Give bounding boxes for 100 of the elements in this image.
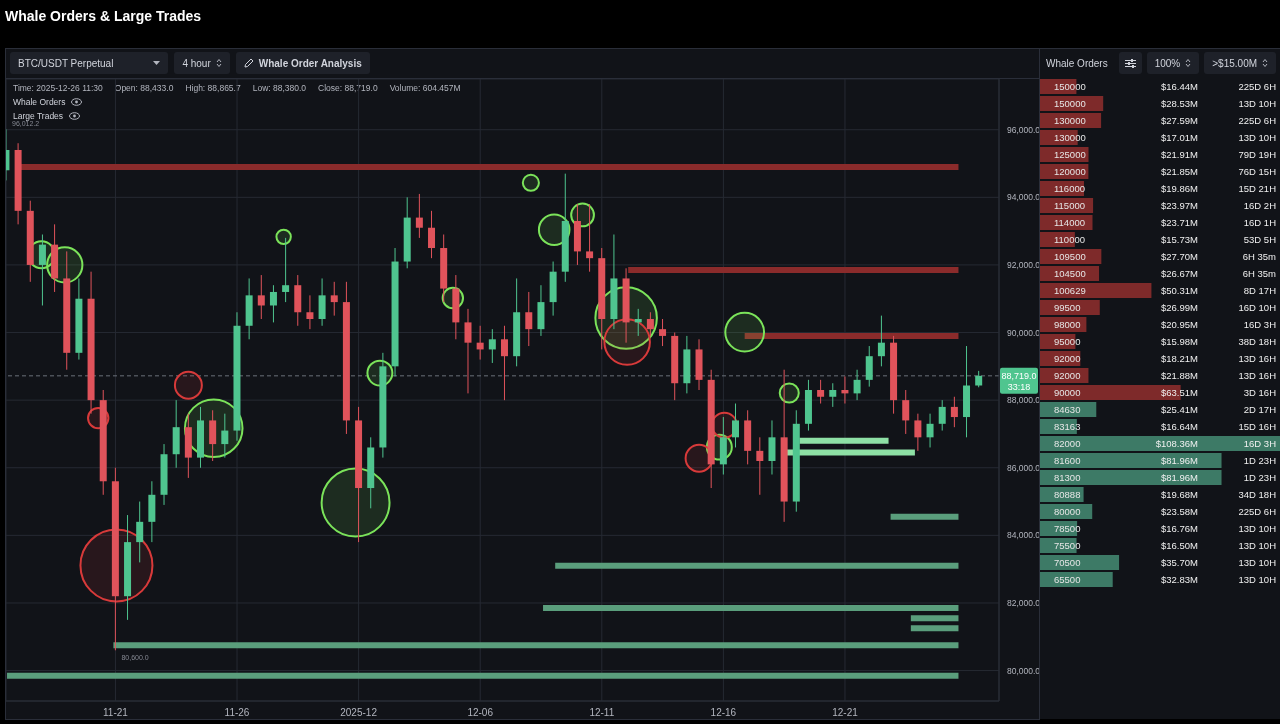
annotation: 6H 35m (1242, 268, 1277, 279)
annotation: 6H 35m (1242, 251, 1277, 262)
annotation: High: 88,865.7 (185, 83, 241, 93)
annotation: 16D 1H (1243, 217, 1277, 228)
y-tick-label: 80000 (1054, 505, 1081, 517)
chart-title: Whale Orders (1045, 56, 1109, 71)
y-tick-label: 95000 (1054, 335, 1081, 347)
candlestick (257, 274, 265, 320)
candlestick (415, 193, 423, 239)
data-label: $23.58M (1161, 506, 1199, 517)
candlestick (950, 396, 958, 428)
data-label: $26.67M (1161, 268, 1199, 279)
text: 33:18 (1007, 381, 1031, 392)
candlestick (306, 294, 314, 330)
x-tick-label: 2025-12 (340, 707, 378, 719)
data-label: $15.98M (1161, 336, 1199, 347)
candlestick (768, 419, 776, 476)
candlestick (221, 413, 229, 459)
data-label: $23.97M (1161, 200, 1199, 211)
candlestick (865, 345, 873, 388)
y-tick-label: 90,000.0 (1007, 327, 1041, 338)
annotation: 79D 19H (1238, 149, 1277, 160)
annotation: 13D 10H (1238, 98, 1277, 109)
candlestick (853, 369, 861, 401)
annotation: Low: 88,380.0 (252, 83, 307, 93)
y-tick-label: 130000 (1054, 114, 1086, 126)
y-tick-label: 114000 (1054, 216, 1085, 228)
y-tick-label: 120000 (1054, 165, 1086, 177)
annotation: 13D 16H (1238, 370, 1277, 381)
data-label: $16.44M (1161, 81, 1199, 92)
y-tick-label: 80,000.0 (1007, 665, 1041, 676)
y-tick-label: 92000 (1054, 369, 1081, 381)
y-tick-label: 125000 (1054, 148, 1086, 160)
data-label: $35.70M (1161, 557, 1199, 568)
annotation: 16D 3H (1243, 438, 1277, 449)
data-label: $17.01M (1161, 132, 1199, 143)
data-label: $81.96M (1161, 455, 1199, 466)
annotation: 53D 5H (1243, 234, 1277, 245)
annotation: 16D 2H (1243, 200, 1277, 211)
annotation: 38D 18H (1238, 336, 1277, 347)
annotation: Open: 88,433.0 (114, 83, 174, 93)
y-tick-label: 115000 (1054, 199, 1085, 211)
data-label: $81.96M (1161, 472, 1199, 483)
annotation: 13D 10H (1238, 523, 1277, 534)
candlestick (488, 328, 496, 364)
x-tick-label: 12-11 (589, 707, 615, 719)
candlestick (586, 203, 594, 273)
annotation: 2D 17H (1243, 404, 1277, 415)
candlestick (525, 291, 533, 347)
annotation: Close: 88,719.0 (318, 83, 378, 93)
data-label: $27.70M (1161, 251, 1199, 262)
y-tick-label: 92,000.0 (1007, 259, 1041, 270)
y-tick-label: 70500 (1054, 556, 1081, 568)
candlestick (500, 325, 508, 401)
data-label: $19.86M (1161, 183, 1199, 194)
annotation: 8D 17H (1243, 285, 1277, 296)
text: Whale Order Analysis (235, 52, 370, 74)
annotation: 16D 3H (1243, 319, 1277, 330)
data-label: $18.21M (1161, 353, 1199, 364)
candlestick (318, 277, 326, 327)
x-tick-label: 12-06 (467, 707, 494, 719)
bar (1040, 555, 1120, 570)
y-tick-label: 90000 (1054, 386, 1081, 398)
y-tick-label: 92000 (1054, 352, 1081, 364)
ref-line-label: 88,719.0 (1001, 370, 1037, 381)
y-tick-label: 100629 (1054, 284, 1086, 296)
annotation: 13D 10H (1238, 574, 1277, 585)
annotation: 13D 10H (1238, 132, 1277, 143)
candlestick (877, 315, 885, 367)
y-tick-label: 150000 (1054, 80, 1086, 92)
annotation: Large Trades (13, 111, 65, 121)
data-label: $15.73M (1161, 234, 1199, 245)
x-tick-label: 11-26 (224, 707, 250, 719)
candlestick (829, 382, 837, 408)
candlestick (926, 413, 934, 448)
data-label: $32.83M (1161, 574, 1199, 585)
text: BTC/USDT Perpetual (10, 52, 169, 74)
y-tick-label: 81600 (1054, 454, 1081, 466)
y-tick-label: 150000 (1054, 97, 1086, 109)
annotation: Time: 2025-12-26 11:30 (13, 83, 103, 93)
x-tick-label: 12-21 (832, 707, 859, 719)
candlestick (282, 237, 290, 303)
annotation: 3D 16H (1243, 387, 1277, 398)
candlestick (136, 501, 144, 563)
data-label: $26.99M (1161, 302, 1199, 313)
bar (1040, 283, 1152, 298)
text: 100% (1146, 52, 1200, 74)
y-tick-label: 81300 (1054, 471, 1081, 483)
annotation: 13D 10H (1238, 557, 1277, 568)
candlestick (330, 281, 338, 317)
annotation: Volume: 604.457M (389, 83, 461, 93)
y-tick-label: 99500 (1054, 301, 1081, 313)
y-tick-label: 80888 (1054, 488, 1081, 500)
y-tick-label: 84,000.0 (1007, 530, 1041, 541)
data-label: $63.51M (1161, 387, 1199, 398)
annotation: 76D 15H (1238, 166, 1277, 177)
candlestick (38, 234, 46, 306)
y-tick-label: 110000 (1054, 233, 1085, 245)
annotation: 225D 6H (1238, 115, 1277, 126)
candlestick (209, 409, 217, 462)
